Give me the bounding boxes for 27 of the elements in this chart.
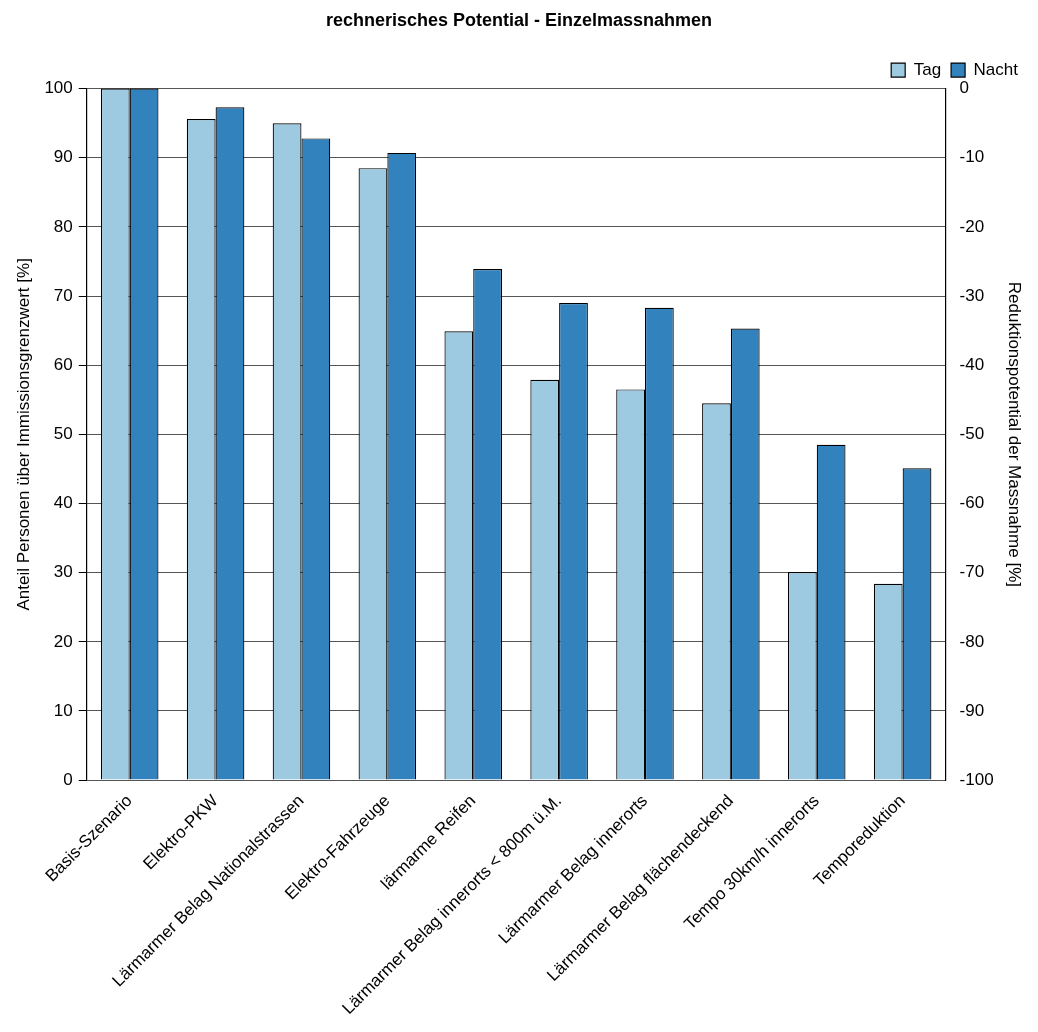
y2-tick-label: -30 bbox=[959, 285, 985, 305]
y-tick-label: 70 bbox=[53, 285, 73, 305]
y2-tick-label: -40 bbox=[959, 354, 985, 374]
y-tick-label: 40 bbox=[53, 493, 73, 513]
legend-label: Tag bbox=[913, 59, 942, 79]
y2-tick-label: -20 bbox=[959, 216, 985, 236]
legend-label: Nacht bbox=[973, 59, 1019, 79]
y-tick-label: 50 bbox=[53, 424, 73, 444]
y2-tick-label: -10 bbox=[959, 147, 985, 167]
y-tick-label: 60 bbox=[53, 354, 73, 374]
y2-tick-label: -70 bbox=[959, 562, 985, 582]
y2-tick-label: 0 bbox=[959, 78, 970, 98]
y-tick-label: 20 bbox=[53, 631, 73, 651]
y2-tick-label: -100 bbox=[959, 769, 994, 789]
y-tick-label: 0 bbox=[63, 769, 73, 789]
y-axis-title: Anteil Personen über Immissionsgrenzwert [%] bbox=[13, 258, 33, 611]
y-tick-label: 90 bbox=[53, 147, 73, 167]
chart-title: rechnerisches Potential - Einzelmassnahmen bbox=[325, 9, 713, 30]
y-tick-label: 30 bbox=[53, 562, 73, 582]
y-tick-label: 10 bbox=[53, 700, 73, 720]
y2-tick-label: -50 bbox=[959, 424, 985, 444]
y2-tick-label: -80 bbox=[959, 631, 985, 651]
y-tick-label: 80 bbox=[53, 216, 73, 236]
y-tick-label: 100 bbox=[44, 78, 73, 98]
y2-tick-label: -90 bbox=[959, 700, 985, 720]
y2-tick-label: -60 bbox=[959, 493, 985, 513]
y2-axis-title: Reduktionspotential der Massnahme [%] bbox=[1005, 281, 1025, 587]
